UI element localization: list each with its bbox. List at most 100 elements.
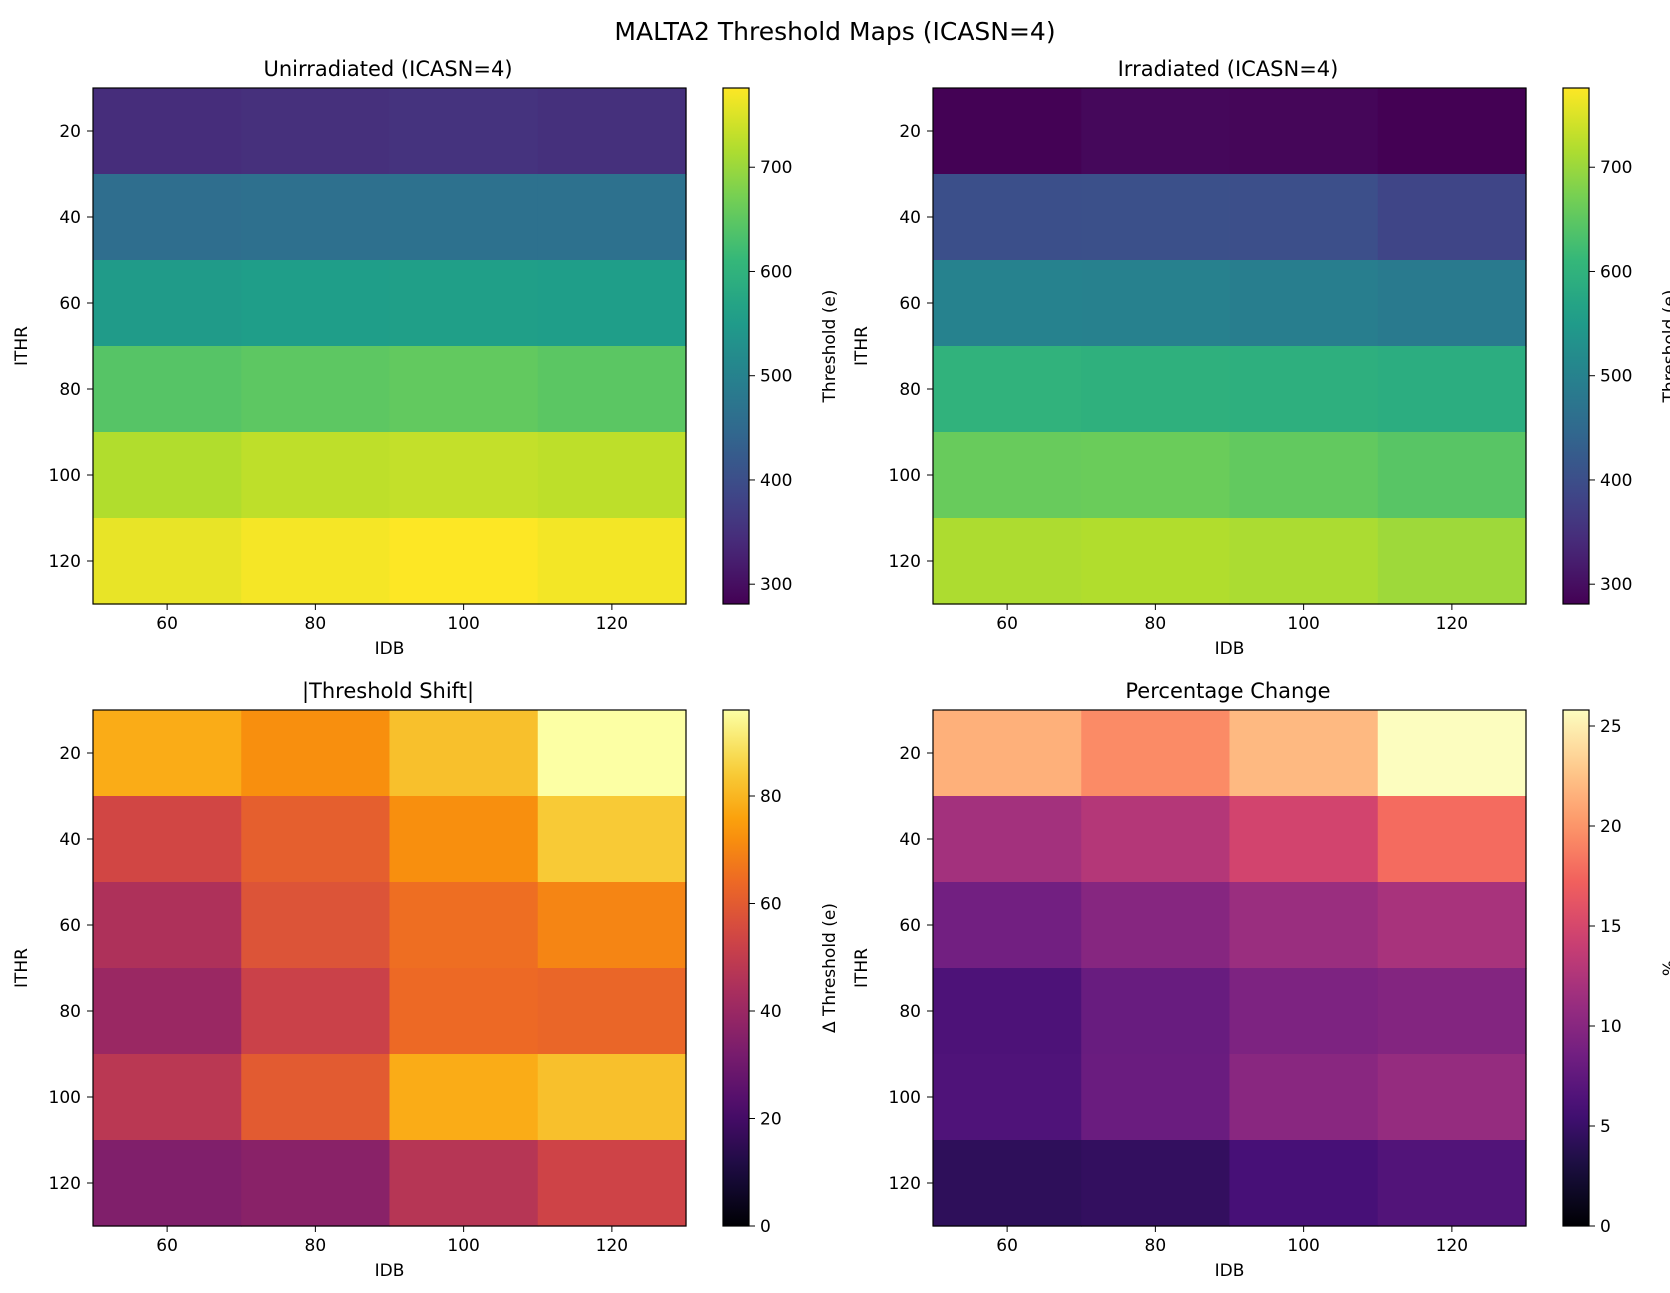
heatmap-cell [241,710,391,797]
y-tick-label: 40 [899,208,921,228]
heatmap-cell [241,1140,391,1227]
colorbar-tick-label: 10 [1600,1017,1622,1037]
heatmap-cell [1081,260,1231,347]
y-tick-label: 80 [59,1002,81,1022]
heatmap-cell [537,710,687,797]
heatmap-cell [1229,518,1379,605]
x-tick-label: 80 [1145,1236,1167,1256]
heatmap-cell [1229,968,1379,1055]
heatmap-cell [1081,882,1231,969]
heatmap-cell [933,968,1082,1055]
x-tick-label: 80 [305,1236,327,1256]
plot-frame [932,709,1527,1227]
heatmap-cell [1377,710,1527,797]
figure-title: MALTA2 Threshold Maps (ICASN=4) [614,17,1055,46]
heatmap-cell [1081,346,1231,433]
x-axis-label: IDB [1215,639,1245,659]
heatmap-cell [933,174,1082,261]
panel-title: Unirradiated (ICASN=4) [263,57,512,81]
heatmap-cell [93,346,242,433]
heatmap-cell [933,1140,1082,1227]
y-tick-label: 80 [59,380,81,400]
heatmap-cell [389,518,539,605]
panel-title: |Threshold Shift| [302,679,474,704]
x-tick-label: 100 [1287,614,1319,634]
y-tick-label: 100 [49,1088,81,1108]
heatmap-cell [1229,260,1379,347]
heatmap-cell [241,174,391,261]
heatmap-cell [1229,1054,1379,1141]
y-tick-label: 100 [889,1088,921,1108]
plot-frame [92,87,687,605]
y-axis-label: ITHR [852,948,872,988]
heatmap-cell [1081,968,1231,1055]
heatmap-cell [93,174,242,261]
colorbar-tick-label: 700 [1600,158,1632,178]
x-tick-label: 80 [305,614,327,634]
heatmap-cell [537,796,687,883]
y-tick-label: 60 [899,916,921,936]
heatmap-cell [1081,1140,1231,1227]
y-tick-label: 60 [59,916,81,936]
panel-title: Irradiated (ICASN=4) [1118,57,1339,81]
heatmap-cell [1229,432,1379,519]
heatmap-cell [93,518,242,605]
heatmap-cell [389,88,539,175]
colorbar-tick-label: 60 [760,895,782,915]
heatmap-cell [93,710,242,797]
colorbar-tick-label: 0 [1600,1217,1611,1237]
x-tick-label: 100 [447,1236,479,1256]
heatmap-cell [1229,1140,1379,1227]
colorbar-tick-label: 20 [760,1110,782,1130]
colorbar-tick-label: 40 [760,1002,782,1022]
heatmap-cell [93,260,242,347]
x-tick-label: 100 [447,614,479,634]
heatmap-cell [93,432,242,519]
colorbar-tick-label: 300 [760,575,792,595]
x-tick-label: 60 [996,1236,1018,1256]
panel-irradiated: Irradiated (ICASN=4) 60 80 100 120 20 40 60 80 10… [852,57,1670,659]
y-tick-label: 80 [899,380,921,400]
x-tick-label: 120 [1436,614,1468,634]
heatmap-cell [537,518,687,605]
colorbar-tick-label: 15 [1600,917,1622,937]
heatmap-cell [1377,432,1527,519]
y-tick-label: 60 [899,294,921,314]
heatmap-cell [241,88,391,175]
heatmap-cell [1081,432,1231,519]
heatmap-cell [241,346,391,433]
heatmap-cell [1377,518,1527,605]
x-tick-label: 100 [1287,1236,1319,1256]
y-tick-label: 120 [889,552,921,572]
y-tick-label: 120 [49,552,81,572]
heatmap-cell [1377,346,1527,433]
y-tick-label: 100 [49,466,81,486]
colorbar-label: Threshold (e) [820,290,840,404]
heatmap-cell [933,882,1082,969]
heatmap-cell [933,432,1082,519]
colorbar-frame [722,709,750,1227]
heatmap-cell [93,1054,242,1141]
colorbar-tick-label: 500 [760,367,792,387]
heatmap-cell [537,346,687,433]
x-tick-label: 80 [1145,614,1167,634]
heatmap-cell [389,710,539,797]
heatmap-cell [933,796,1082,883]
heatmap-cell [1081,710,1231,797]
heatmap-cell [93,968,242,1055]
y-tick-label: 100 [889,466,921,486]
heatmap-cell [1377,1140,1527,1227]
heatmap-cell [537,432,687,519]
panel-title: Percentage Change [1125,679,1330,703]
colorbar-tick-label: 80 [760,787,782,807]
colorbar-frame [722,87,750,605]
heatmap-cell [1081,174,1231,261]
colorbar [723,710,749,1226]
heatmap-cell [1377,968,1527,1055]
heatmap-cell [537,260,687,347]
y-axis-label: ITHR [12,948,32,988]
heatmap-cell [1377,174,1527,261]
colorbar [723,88,749,604]
x-tick-label: 120 [596,614,628,634]
colorbar-tick-label: 400 [760,471,792,491]
